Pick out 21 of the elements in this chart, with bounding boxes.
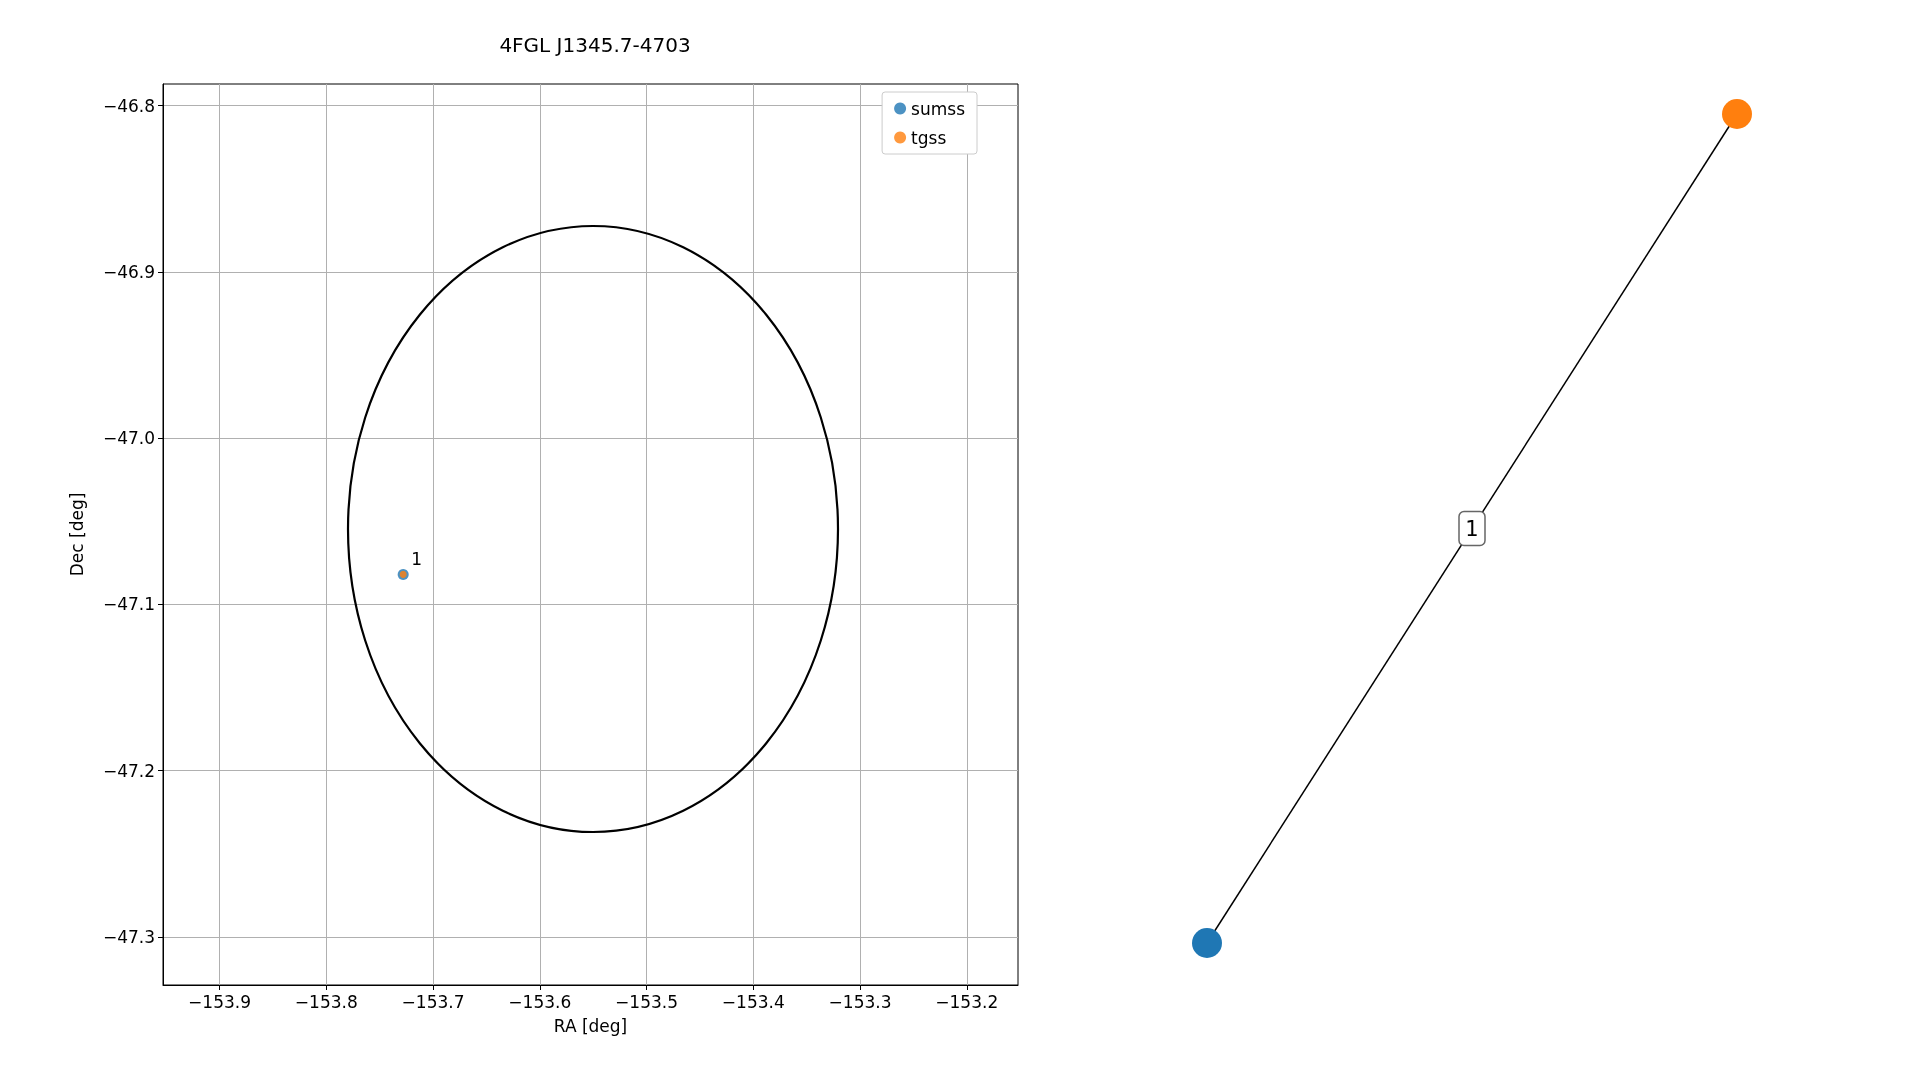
legend-label: tgss	[911, 127, 947, 148]
x-axis-title: RA [deg]	[553, 1015, 628, 1036]
x-tick-label: −153.5	[615, 991, 678, 1012]
y-tick-label: −47.3	[102, 926, 155, 947]
y-tick-label: −47.1	[102, 594, 155, 615]
x-tick-label: −153.9	[188, 991, 252, 1012]
x-tick-label: −153.4	[721, 991, 785, 1012]
x-tick-label: −153.3	[828, 991, 892, 1012]
annotation: 1	[411, 548, 422, 569]
text: 1	[1465, 516, 1479, 541]
y-tick-label: −46.9	[102, 261, 155, 282]
y-axis-title: Dec [deg]	[66, 492, 87, 577]
x-tick-label: −153.6	[508, 991, 572, 1012]
y-tick-label: −47.2	[102, 760, 155, 781]
x-tick-label: −153.2	[935, 991, 999, 1012]
y-tick-label: −47.0	[102, 428, 155, 449]
x-tick-label: −153.7	[401, 991, 465, 1012]
x-tick-label: −153.8	[294, 991, 358, 1012]
chart-title: 4FGL J1345.7-4703	[499, 33, 691, 57]
legend-label: sumss	[911, 98, 966, 119]
y-tick-label: −46.8	[102, 95, 155, 116]
